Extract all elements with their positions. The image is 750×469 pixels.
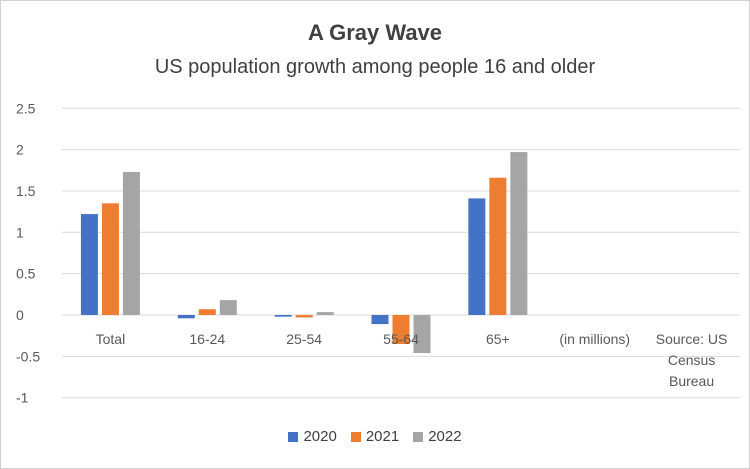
bar-2022-65+ (510, 152, 528, 315)
y-tick-label: -0.5 (16, 348, 40, 364)
legend-swatch (350, 431, 361, 442)
chart-subtitle: US population growth among people 16 and… (154, 56, 596, 78)
legend-label: 2021 (365, 428, 400, 445)
bar-2020-Total (80, 214, 98, 315)
legend-swatch (288, 431, 299, 442)
legend: 2020 2021 2022 (0, 428, 750, 445)
bar-2020-65+ (468, 198, 486, 315)
y-tick-label: 2 (16, 142, 24, 158)
bar-2021-16-24 (198, 309, 216, 315)
bar-2022-25-54 (316, 312, 334, 315)
bar-2022-55-64 (413, 315, 431, 354)
bar-2021-55-64 (392, 315, 410, 344)
bar-2020-25-54 (274, 315, 292, 317)
bar-2020-16-24 (177, 315, 195, 319)
y-tick-label: -1 (16, 390, 29, 406)
chart-title: A Gray Wave (307, 20, 443, 45)
bar-2021-Total (101, 203, 119, 315)
legend-item-2020: 2020 (288, 428, 337, 445)
legend-label: 2022 (428, 428, 462, 445)
x-tick-label: Total (96, 331, 126, 347)
bar-2021-65+ (489, 177, 507, 315)
x-tick-label: 25-54 (286, 331, 322, 347)
legend-swatch (413, 431, 424, 442)
y-tick-label: 1.5 (16, 183, 36, 199)
bar-2022-Total (122, 171, 140, 315)
legend-label: 2020 (303, 428, 337, 445)
x-tick-label: 16-24 (189, 331, 225, 347)
bar-2021-25-54 (295, 315, 313, 318)
bar-2022-16-24 (219, 300, 237, 315)
x-tick-label: 65+ (486, 331, 510, 347)
x-tick-label: (in millions) (559, 331, 630, 347)
y-tick-label: 0.5 (16, 266, 36, 282)
y-tick-label: 0 (16, 307, 24, 323)
legend-item-2021: 2021 (350, 428, 400, 445)
bar-2020-55-64 (371, 315, 389, 325)
y-tick-label: 1 (16, 224, 24, 240)
x-tick-label: 55-64 (383, 331, 419, 347)
y-tick-label: 2.5 (16, 100, 36, 116)
x-tick-label: Source: US Census Bureau (656, 331, 728, 389)
legend-item-2022: 2022 (413, 428, 462, 445)
